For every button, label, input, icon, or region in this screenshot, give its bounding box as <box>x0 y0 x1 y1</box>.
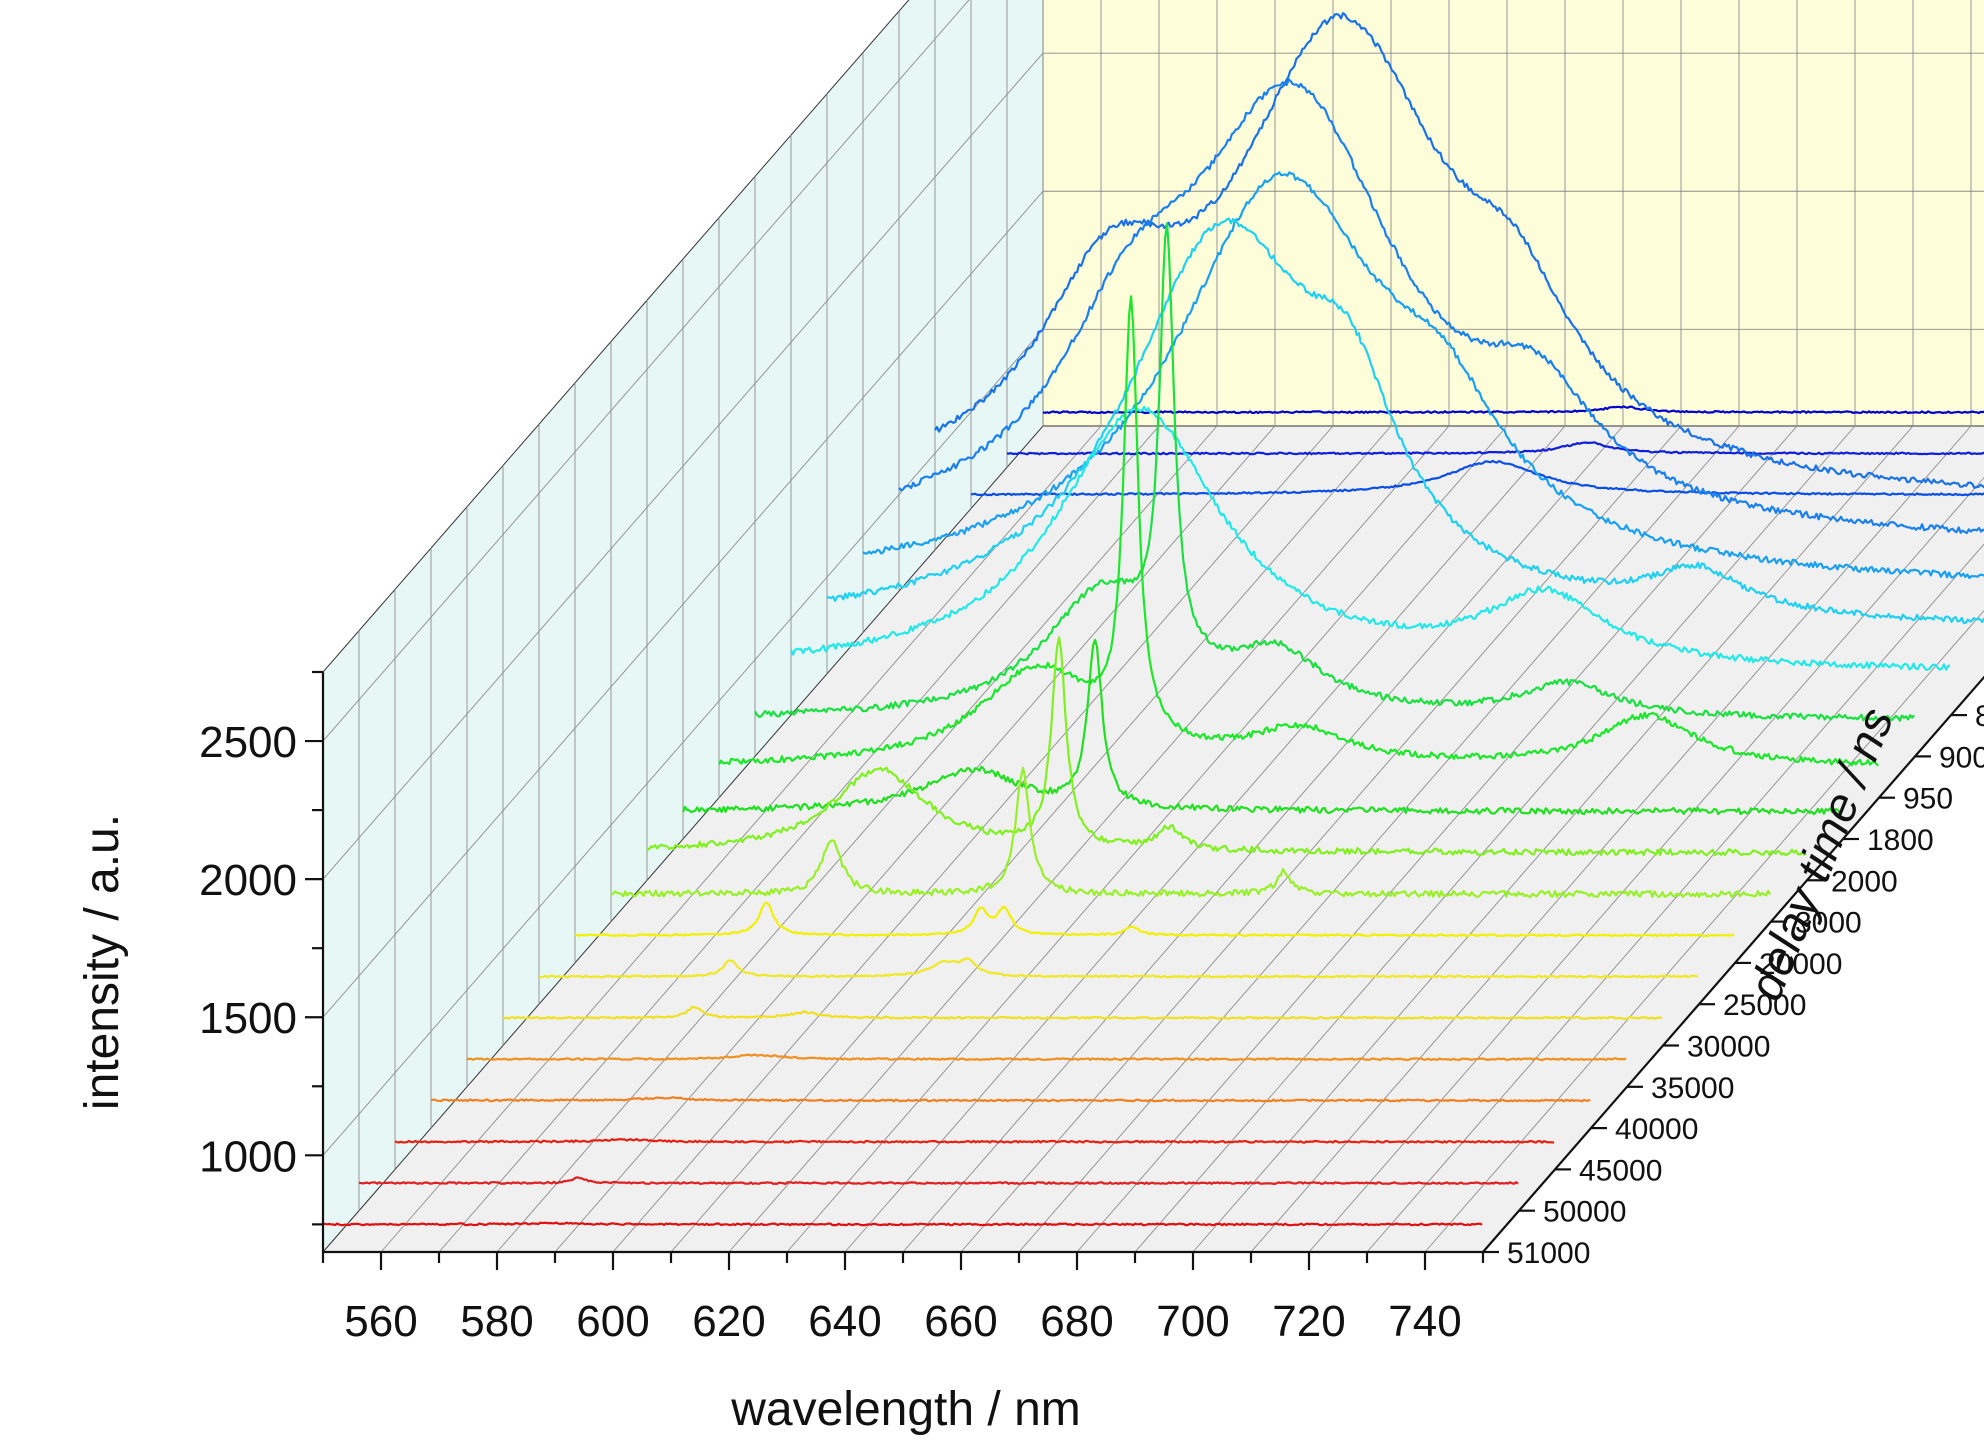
series-line-40000 <box>430 1096 1591 1103</box>
y-tick-label: 1500 <box>199 994 297 1043</box>
series-line-850 <box>789 405 1951 671</box>
floor-gridline <box>1192 425 1914 1253</box>
x-tick-label: 740 <box>1388 1297 1461 1346</box>
x-tick-labels: 560 580 600 620 640 660 680 700 720 740 <box>344 1297 1461 1346</box>
floor-gridline <box>670 425 1392 1253</box>
spectra-series <box>322 12 1984 1227</box>
series-line-45000 <box>394 1137 1555 1144</box>
floor-gridline <box>496 425 1218 1253</box>
z-tick-label: 35000 <box>1651 1072 1734 1105</box>
floor-gridline <box>1250 425 1972 1253</box>
floor-gridline <box>1308 476 1984 1253</box>
series-line-650 <box>934 12 1984 489</box>
x-tick-label: 660 <box>924 1297 997 1346</box>
z-tick-label: 25000 <box>1723 989 1806 1022</box>
x-tick-label: 700 <box>1156 1297 1229 1346</box>
z-tick-label: 950 <box>1903 783 1953 816</box>
y-axis-title: intensity / a.u. <box>76 814 129 1110</box>
x-tick-label: 620 <box>692 1297 765 1346</box>
z-tick-label: 51000 <box>1507 1237 1590 1270</box>
z-tick-label: 50000 <box>1543 1196 1626 1229</box>
x-tick-label: 640 <box>808 1297 881 1346</box>
floor-gridline <box>612 425 1334 1253</box>
z-tick-label: 850 <box>1975 700 1984 733</box>
z-tick-label: 20000 <box>1759 948 1842 981</box>
z-tick-label: 40000 <box>1615 1113 1698 1146</box>
y-tick-label: 2000 <box>199 856 297 905</box>
series-line-700 <box>898 78 1984 535</box>
series-line-750 <box>862 171 1984 580</box>
floor-gridline <box>438 425 1160 1253</box>
chart-gridlines <box>322 0 1984 1253</box>
y-tick-label: 1000 <box>199 1132 297 1181</box>
z-tick-label: 30000 <box>1687 1031 1770 1064</box>
series-line-35000 <box>466 1053 1627 1062</box>
z-tick-label: 900 <box>1939 741 1984 774</box>
floor-gridline <box>728 425 1450 1253</box>
series-line-500 <box>1042 405 1984 415</box>
series-line-550 <box>1006 441 1984 456</box>
side-gridline <box>322 0 970 742</box>
chart-axes <box>305 670 1984 1270</box>
series-line-1800 <box>681 638 1843 816</box>
floor-gridline <box>1366 543 1984 1253</box>
series-line-20000 <box>574 901 1735 938</box>
z-tick-label: 1800 <box>1867 824 1934 857</box>
floor-gridline <box>1018 425 1740 1253</box>
x-tick-label: 680 <box>1040 1297 1113 1346</box>
side-gridline <box>322 52 1044 880</box>
floor-gridline <box>554 425 1276 1253</box>
z-tick-label: 2000 <box>1831 865 1898 898</box>
z-tick-labels: 5005506006507007508008509009501800200030… <box>1507 700 1984 1270</box>
series-line-2000 <box>646 636 1807 857</box>
z-tick-label: 3000 <box>1795 907 1862 940</box>
floor-gridline <box>960 425 1682 1253</box>
series-line-30000 <box>502 1005 1663 1020</box>
x-tick-label: 600 <box>576 1297 649 1346</box>
series-line-25000 <box>538 957 1699 979</box>
floor-gridline <box>1424 610 1984 1253</box>
y-tick-labels: 1000 1500 2000 2500 <box>199 718 297 1181</box>
floor-gridline <box>844 425 1566 1253</box>
x-axis-title: wavelength / nm <box>730 1383 1081 1436</box>
back-wall <box>1042 0 1984 427</box>
series-line-3000 <box>610 766 1772 899</box>
side-gridline <box>322 329 1044 1156</box>
floor-gridline <box>1134 425 1856 1253</box>
series-line-50000 <box>358 1176 1519 1186</box>
series-line-950 <box>718 295 1879 767</box>
side-gridline <box>322 190 1044 1018</box>
series-line-51000 <box>322 1221 1483 1227</box>
z-tick-label: 45000 <box>1579 1154 1662 1187</box>
y-tick-label: 2500 <box>199 718 297 767</box>
series-line-900 <box>754 222 1915 722</box>
x-tick-label: 580 <box>460 1297 533 1346</box>
x-tick-label: 720 <box>1272 1297 1345 1346</box>
floor-gridline <box>902 425 1624 1253</box>
chart-walls <box>322 0 1984 1254</box>
floor-gridline <box>1076 425 1798 1253</box>
x-tick-label: 560 <box>344 1297 417 1346</box>
series-line-600 <box>970 459 1984 497</box>
series-line-800 <box>826 217 1984 625</box>
